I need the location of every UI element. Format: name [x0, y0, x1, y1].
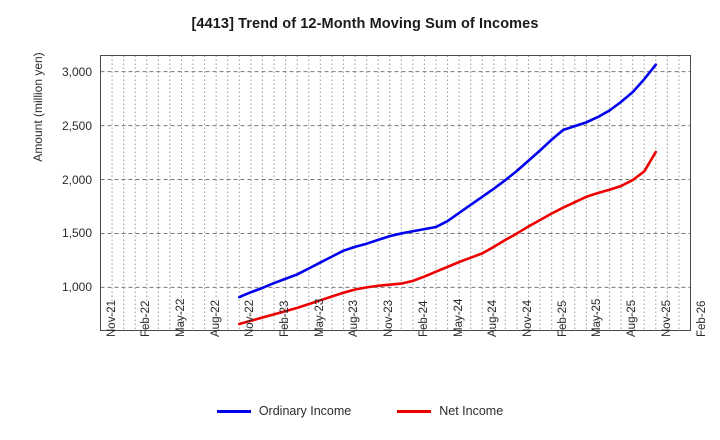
x-tick-label: Aug-23: [348, 299, 361, 337]
x-tick-label: May-25: [591, 298, 604, 337]
y-tick-label: 2,000: [61, 172, 92, 187]
x-tick-label: Feb-22: [140, 300, 153, 337]
y-tick-label: 1,500: [61, 226, 92, 241]
legend-item-1[interactable]: Ordinary Income: [216, 404, 352, 418]
x-tick-label: Nov-25: [660, 299, 673, 337]
x-tick-label: Nov-24: [521, 299, 534, 337]
chart-legend: Ordinary Income Net Income: [0, 404, 720, 418]
data-series-layer: [238, 63, 658, 326]
legend-color-swatch: [397, 409, 432, 413]
legend-label: Net Income: [439, 404, 504, 418]
x-tick-label: Aug-25: [626, 299, 639, 337]
legend-color-swatch: [216, 409, 251, 413]
x-tick-label: Feb-23: [279, 300, 292, 337]
x-tick-label: Nov-23: [383, 299, 396, 337]
y-tick-label: 1,000: [61, 280, 92, 295]
legend-label: Ordinary Income: [258, 404, 352, 418]
x-tick-label: Feb-24: [417, 300, 430, 337]
y-tick-label: 3,000: [61, 64, 92, 79]
plot-frame: [100, 55, 691, 331]
x-tick-label: May-22: [174, 298, 187, 337]
legend-item-2[interactable]: Net Income: [397, 404, 503, 418]
x-tick-label: Nov-21: [105, 299, 118, 337]
series-line-1: [238, 63, 658, 299]
chart-title: [4413] Trend of 12-Month Moving Sum of I…: [191, 16, 539, 32]
x-tick-label: Feb-26: [695, 300, 708, 337]
x-tick-label: Aug-24: [487, 299, 500, 337]
x-tick-label: May-24: [452, 298, 465, 337]
grid-lines: [100, 55, 691, 331]
x-tick-label: Aug-22: [209, 299, 222, 337]
x-tick-label: Feb-25: [556, 300, 569, 337]
y-tick-label: 2,500: [61, 118, 92, 133]
x-tick-label: Nov-22: [244, 299, 257, 337]
x-tick-label: May-23: [313, 298, 326, 337]
series-line-2: [238, 150, 658, 326]
